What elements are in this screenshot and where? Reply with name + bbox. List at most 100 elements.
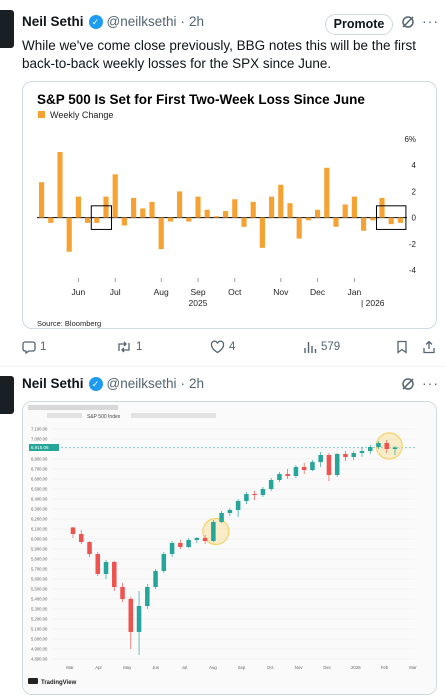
y-tick-label: 5,100.00 — [31, 627, 48, 632]
candle-body — [268, 480, 274, 489]
x-tick-label: Sep — [238, 665, 246, 670]
y-tick-label: 2 — [412, 187, 417, 196]
tweet-text: While we've come close previously, BBG n… — [22, 38, 416, 71]
timestamp[interactable]: 2h — [189, 376, 205, 391]
candle-body — [95, 554, 101, 574]
bar — [121, 217, 127, 226]
share-button[interactable] — [422, 340, 440, 354]
candle-body — [244, 494, 249, 501]
bar — [149, 201, 155, 218]
reply-icon — [22, 341, 36, 354]
views-button[interactable]: 579 — [303, 340, 340, 354]
x-tick-label: Aug — [209, 665, 217, 670]
bar — [131, 197, 137, 218]
avatar[interactable] — [0, 376, 14, 414]
chart-image[interactable]: S&P 500 Is Set for First Two-Week Loss S… — [22, 81, 437, 329]
bar — [103, 196, 109, 218]
bar — [296, 217, 302, 239]
bar — [195, 196, 201, 218]
reply-count: 1 — [40, 341, 47, 353]
tweet-actions: 1 1 4 579 — [22, 340, 437, 358]
price-label: 6,915.06 — [31, 445, 49, 450]
x-tick-label: Mar — [409, 665, 417, 670]
x-tick-label: Jul — [110, 287, 121, 297]
user-handle[interactable]: @neilksethi — [106, 14, 177, 29]
user-name[interactable]: Neil Sethi — [22, 14, 84, 29]
y-tick-label: 6,800.00 — [31, 457, 48, 462]
grok-icon[interactable] — [401, 377, 415, 394]
bar — [186, 217, 192, 222]
more-icon[interactable]: ··· — [422, 13, 439, 29]
y-tick-label: 5,400.00 — [31, 597, 48, 602]
legend-swatch — [38, 111, 45, 118]
x-tick-label: Nov — [273, 287, 289, 297]
bar — [223, 211, 229, 218]
user-handle[interactable]: @neilksethi — [106, 376, 177, 391]
avatar[interactable] — [0, 10, 14, 48]
share-icon — [423, 340, 435, 354]
y-tick-label: 5,300.00 — [31, 607, 48, 612]
views-icon — [304, 342, 317, 353]
y-tick-label: 5,600.00 — [31, 577, 48, 582]
views-count: 579 — [321, 341, 341, 353]
separator-dot: · — [180, 376, 186, 391]
bar — [48, 217, 54, 223]
candle-body — [252, 494, 257, 495]
highlight-box — [90, 205, 113, 230]
bar — [75, 196, 81, 218]
bar — [269, 196, 275, 218]
like-count: 4 — [229, 341, 236, 353]
candle-body — [293, 467, 299, 476]
candle-body — [235, 501, 241, 510]
retweet-button[interactable]: 1 — [116, 340, 142, 354]
y-tick-label: 5,500.00 — [31, 587, 48, 592]
y-tick-label: 5,900.00 — [31, 547, 48, 552]
candle-body — [392, 447, 398, 449]
price-label-box — [29, 444, 59, 451]
candle-body — [318, 455, 323, 462]
verified-badge-icon: ✓ — [88, 376, 103, 391]
more-icon[interactable]: ··· — [422, 375, 439, 391]
tweet-1[interactable]: Neil Sethi ✓ @neilksethi · 2h Promote ··… — [0, 0, 446, 370]
bar — [287, 203, 293, 218]
like-button[interactable]: 4 — [210, 340, 235, 354]
x-tick-label: Feb — [381, 665, 389, 670]
symbol-line — [47, 413, 82, 418]
candle-body — [351, 453, 356, 457]
tweet-2[interactable]: Neil Sethi ✓ @neilksethi · 2h ··· — [0, 367, 446, 696]
user-name[interactable]: Neil Sethi — [22, 376, 84, 391]
x-tick-label: Oct — [267, 665, 274, 670]
x-tick-label: 2026 — [351, 665, 361, 670]
timestamp[interactable]: 2h — [189, 14, 205, 29]
bar — [167, 217, 173, 222]
candlestick-chart-image[interactable]: S&P 500 Index7,100.007,000.006,900.006,8… — [22, 401, 437, 695]
tweet-header: Neil Sethi ✓ @neilksethi · 2h — [22, 376, 204, 391]
bar — [250, 201, 256, 218]
highlight-circle — [202, 517, 230, 546]
tradingview-logo — [28, 678, 38, 684]
bar — [39, 182, 45, 218]
bar-chart: S&P 500 Is Set for First Two-Week Loss S… — [37, 92, 417, 328]
promote-button[interactable]: Promote — [325, 14, 393, 35]
bar — [305, 217, 311, 221]
y-tick-label: 5,800.00 — [31, 557, 48, 562]
grok-icon[interactable] — [401, 15, 415, 32]
verified-badge-icon: ✓ — [88, 14, 103, 29]
y-tick-label: 6,300.00 — [31, 507, 48, 512]
x-tick-label: Dec — [310, 287, 326, 297]
candle-body — [161, 554, 167, 571]
x-tick-label: Oct — [228, 287, 242, 297]
chart-source: Source: Bloomberg — [37, 319, 101, 328]
bookmark-button[interactable] — [396, 340, 412, 354]
y-tick-label: 5,200.00 — [31, 617, 48, 622]
candle-body — [112, 562, 117, 587]
candle-body — [384, 443, 390, 449]
separator-dot: · — [180, 14, 186, 29]
y-tick-label: 6,100.00 — [31, 527, 48, 532]
bar — [57, 152, 63, 218]
bar — [324, 167, 330, 218]
bar — [66, 217, 72, 252]
reply-button[interactable]: 1 — [22, 340, 46, 354]
like-icon — [210, 340, 225, 354]
bookmark-icon — [397, 340, 407, 354]
